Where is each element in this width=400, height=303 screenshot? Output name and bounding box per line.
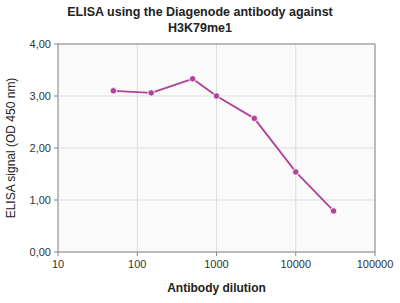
tick-y <box>54 96 58 97</box>
tick-label-y: 4,00 <box>30 38 51 50</box>
tick-y <box>54 200 58 201</box>
tick-label-x: 1000 <box>204 258 228 270</box>
tick-label-y: 0,00 <box>30 246 51 258</box>
x-axis-label: Antibody dilution <box>167 281 266 295</box>
tick-label-y: 2,00 <box>30 142 51 154</box>
point <box>251 115 257 121</box>
tick-label-x: 10 <box>52 258 64 270</box>
point <box>110 88 116 94</box>
tick-x <box>216 252 217 256</box>
grid <box>58 44 375 252</box>
tick-x <box>137 252 138 256</box>
title: ELISA using the Diagenode antibody again… <box>67 5 333 19</box>
tick-y <box>54 148 58 149</box>
point <box>148 90 154 96</box>
grid-line-y <box>58 148 375 149</box>
point <box>213 93 219 99</box>
tick-label-y: 3,00 <box>30 90 51 102</box>
line <box>113 79 333 211</box>
grid-line-y <box>58 200 375 201</box>
chart: 10 100 1000 10000 100000 0,00 1,00 2,00 3,00 4,00… <box>0 0 400 303</box>
tick-x <box>58 252 59 256</box>
series <box>110 76 337 214</box>
tick-y <box>54 44 58 45</box>
tick-label-x: 100 <box>128 258 146 270</box>
tick-x <box>295 252 296 256</box>
plot-area <box>58 44 375 252</box>
plot-frame <box>58 44 375 252</box>
y-axis-label: ELISA signal (OD 450 nm) <box>4 78 18 219</box>
tick-label-x: 100000 <box>357 258 394 270</box>
subtitle: H3K79me1 <box>168 21 232 35</box>
tick-label-x: 10000 <box>280 258 311 270</box>
tick-label-y: 1,00 <box>30 194 51 206</box>
tick-y <box>54 252 58 253</box>
tick-x <box>375 252 376 256</box>
point <box>293 169 299 175</box>
point <box>330 208 336 214</box>
point <box>189 76 195 82</box>
